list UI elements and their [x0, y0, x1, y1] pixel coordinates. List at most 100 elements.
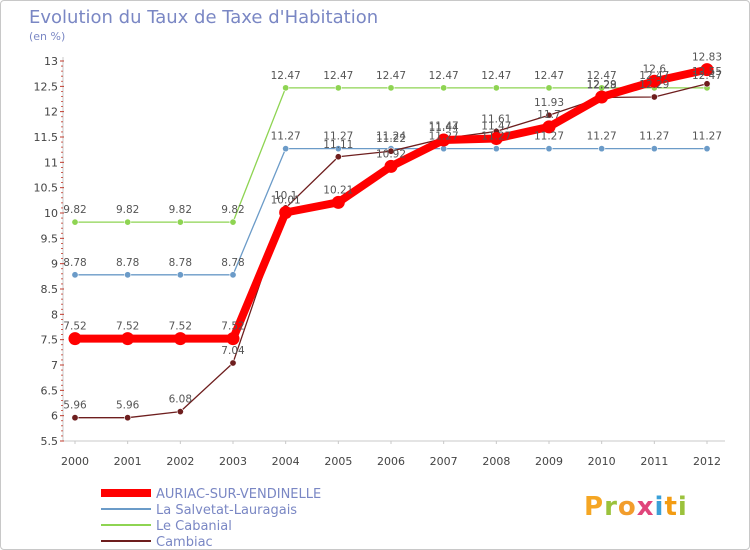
data-label: 7.52	[169, 321, 192, 333]
data-point	[124, 218, 132, 226]
data-point	[71, 414, 79, 422]
data-label: 9.82	[63, 204, 86, 216]
data-point	[542, 120, 556, 134]
data-label: 9.82	[116, 204, 139, 216]
legend-label: Cambiac	[156, 535, 213, 549]
y-tick-label: 10.5	[34, 182, 59, 195]
data-point	[282, 84, 290, 92]
chart-subtitle: (en %)	[29, 30, 66, 43]
data-point	[229, 218, 237, 226]
legend-label: Le Cabanial	[156, 519, 232, 534]
chart-title: Evolution du Taux de Taxe d'Habitation	[29, 7, 379, 28]
data-point	[124, 414, 132, 422]
data-label: 12.29	[639, 79, 669, 91]
data-label: 12.83	[692, 52, 722, 64]
data-point	[384, 159, 398, 173]
data-label: 11.27	[323, 131, 353, 143]
data-point	[173, 332, 187, 346]
data-point	[598, 145, 606, 153]
legend-label: La Salvetat-Lauragais	[156, 503, 297, 518]
legend-label: AURIAC-SUR-VENDINELLE	[156, 487, 321, 502]
data-point	[121, 332, 135, 346]
data-point	[700, 63, 714, 77]
data-label: 12.47	[639, 70, 669, 82]
data-label: 10.01	[271, 194, 301, 206]
data-label: 8.78	[169, 257, 192, 269]
data-point	[226, 332, 240, 346]
y-tick-label: 7	[51, 359, 58, 372]
data-point	[703, 145, 711, 153]
logo-letter: i	[654, 492, 665, 522]
data-label: 11.11	[323, 139, 353, 151]
data-label: 12.47	[534, 70, 564, 82]
data-label: 6.08	[169, 394, 192, 406]
x-tick-label: 2001	[114, 455, 142, 468]
data-point	[229, 359, 237, 367]
data-label: 12.47	[323, 70, 353, 82]
data-label: 11.47	[481, 121, 511, 133]
data-point	[176, 408, 184, 416]
logo-letter: t	[664, 492, 678, 522]
data-label: 12.47	[376, 70, 406, 82]
data-point	[229, 271, 237, 279]
y-tick-label: 9.5	[41, 232, 59, 245]
data-point	[650, 93, 658, 101]
data-label: 11.27	[587, 131, 617, 143]
data-point	[440, 84, 448, 92]
data-label: 12.55	[692, 66, 722, 78]
logo-letter: i	[677, 492, 688, 522]
y-tick-label: 5.5	[41, 435, 59, 448]
data-label: 9.82	[221, 204, 244, 216]
data-point	[71, 218, 79, 226]
y-tick-label: 11.5	[34, 131, 59, 144]
proxiti-logo: Proxiti	[584, 492, 688, 522]
data-point	[279, 205, 293, 219]
y-tick-label: 8	[51, 308, 58, 321]
data-point	[387, 147, 395, 155]
data-label: 7.52	[221, 321, 244, 333]
data-label: 8.78	[221, 257, 244, 269]
x-tick-label: 2008	[482, 455, 510, 468]
data-point	[282, 145, 290, 153]
data-label: 8.78	[116, 257, 139, 269]
y-tick-label: 9	[51, 258, 58, 271]
x-tick-label: 2004	[272, 455, 300, 468]
logo-letter: o	[617, 492, 637, 522]
data-label: 12.28	[587, 79, 617, 91]
data-label: 12.6	[643, 63, 667, 75]
data-point	[331, 195, 345, 209]
data-point	[124, 271, 132, 279]
data-point	[492, 84, 500, 92]
y-tick-label: 12.5	[34, 80, 59, 93]
data-label: 11.24	[376, 131, 406, 143]
data-label: 12.47	[271, 70, 301, 82]
data-label: 11.44	[429, 122, 459, 134]
data-label: 5.96	[116, 400, 140, 412]
data-label: 8.78	[63, 257, 86, 269]
data-point	[545, 84, 553, 92]
y-tick-label: 10	[44, 207, 58, 220]
data-point	[489, 132, 503, 146]
x-tick-label: 2010	[588, 455, 616, 468]
data-label: 12.29	[587, 79, 617, 91]
data-point	[387, 84, 395, 92]
data-point	[492, 145, 500, 153]
data-point	[647, 74, 661, 88]
data-label: 12.47	[429, 70, 459, 82]
data-point	[176, 271, 184, 279]
data-point	[68, 332, 82, 346]
x-tick-label: 2006	[377, 455, 405, 468]
data-label: 5.96	[63, 400, 87, 412]
data-label: 10.92	[376, 148, 406, 160]
x-tick-label: 2012	[693, 455, 721, 468]
data-label: 10.21	[323, 184, 353, 196]
data-label: 11.47	[429, 121, 459, 133]
data-label: 12.47	[692, 70, 722, 82]
chart-axes: 5.5 6 6.5 7 7.5 8 8.5 9 9.5 10 10.5 11 11.5 12 12.5 13 2…	[34, 55, 725, 468]
data-label: 11.27	[429, 131, 459, 143]
x-tick-label: 2003	[219, 455, 247, 468]
y-tick-label: 13	[44, 55, 58, 68]
